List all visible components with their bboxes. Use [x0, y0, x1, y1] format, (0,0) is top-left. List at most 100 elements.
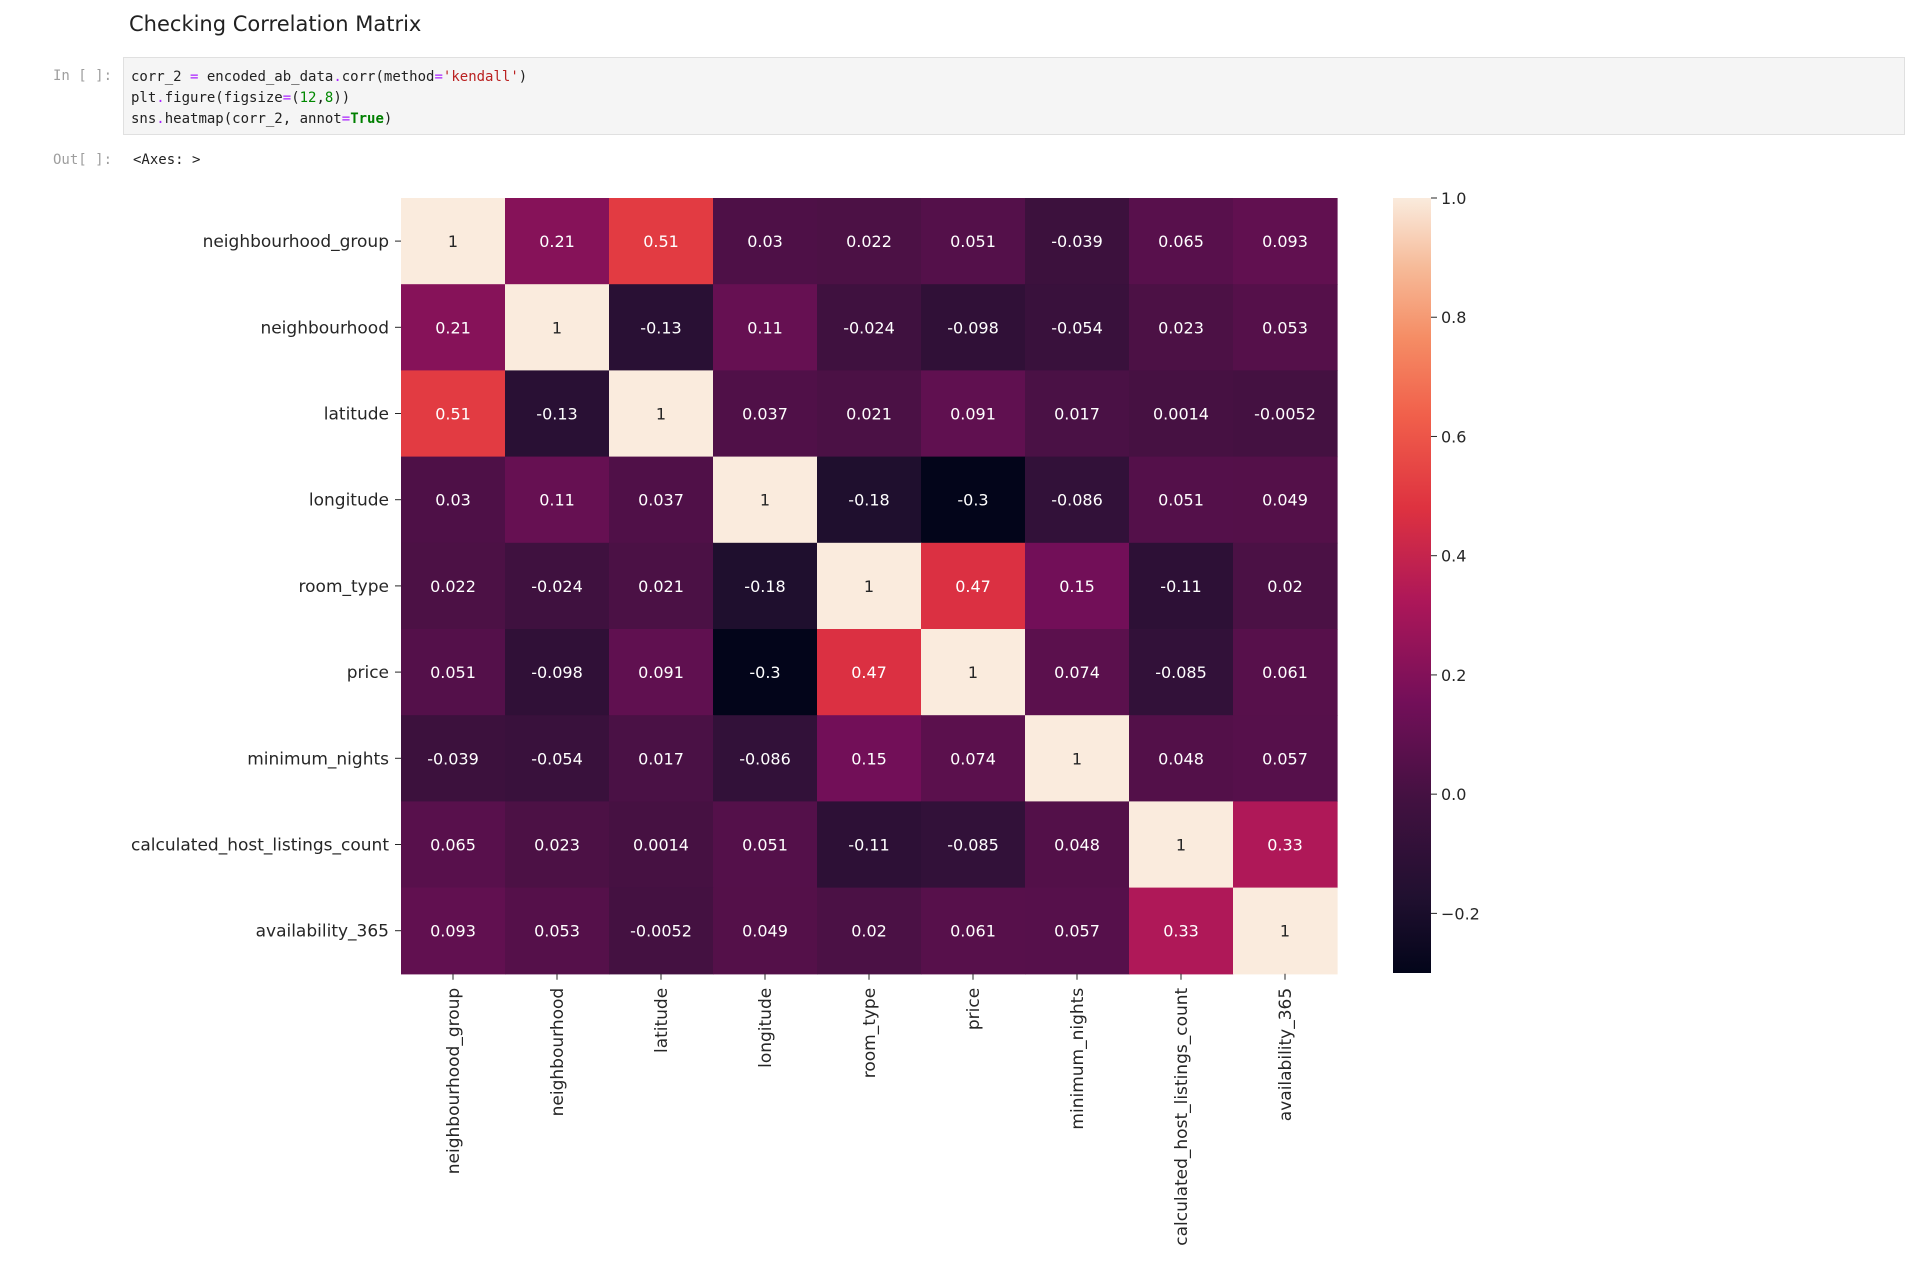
output-prompt: Out[ ]: [53, 152, 113, 168]
heatmap-cell [401, 198, 506, 285]
y-tick-label: availability_365 [256, 922, 389, 942]
heatmap-cell [505, 370, 610, 458]
cell-annotation: 0.065 [430, 836, 476, 855]
heatmap-cell [1025, 198, 1130, 285]
cell-annotation: 0.023 [534, 836, 580, 855]
cell-annotation: -0.085 [1155, 663, 1207, 682]
colorbar-tick-label: 1.0 [1441, 189, 1466, 208]
heatmap-cell [609, 629, 714, 716]
heatmap-cell [401, 284, 506, 371]
cell-annotation: -0.13 [536, 405, 577, 424]
heatmap-cell [817, 715, 922, 802]
cell-annotation: -0.086 [1051, 491, 1103, 510]
y-tick-label: latitude [324, 405, 389, 425]
colorbar-tick-label: 0.6 [1441, 427, 1466, 446]
heatmap-cell [921, 887, 1026, 975]
cell-annotation: 0.03 [435, 491, 471, 510]
cell-annotation: 0.33 [1267, 836, 1303, 855]
y-tick-label: longitude [309, 491, 389, 511]
heatmap-cell [817, 456, 922, 544]
heatmap-cell [1233, 542, 1338, 630]
y-tick-label: price [347, 663, 389, 683]
y-tick-label: minimum_nights [247, 749, 389, 769]
cell-annotation: 1 [968, 663, 978, 682]
cell-annotation: -0.024 [531, 577, 583, 596]
heatmap-cell [817, 284, 922, 371]
y-tick-label: calculated_host_listings_count [131, 836, 389, 856]
cell-annotation: 0.074 [950, 749, 996, 768]
heatmap-cell [1025, 284, 1130, 371]
cell-annotation: 0.049 [1262, 491, 1308, 510]
cell-annotation: 0.051 [742, 836, 788, 855]
cell-annotation: 0.21 [435, 318, 471, 337]
cell-annotation: -0.086 [739, 749, 791, 768]
cell-annotation: 0.021 [638, 577, 684, 596]
cell-annotation: 0.061 [1262, 663, 1308, 682]
x-tick-label: availability_365 [1276, 988, 1296, 1121]
cell-annotation: -0.18 [848, 491, 889, 510]
heatmap-cell [401, 629, 506, 716]
cell-annotation: 0.037 [638, 491, 684, 510]
heatmap-cell [713, 887, 818, 975]
colorbar-tick-label: 0.8 [1441, 308, 1466, 327]
heatmap-cell [1025, 887, 1130, 975]
heatmap-cell [1233, 629, 1338, 716]
cell-annotation: 0.022 [846, 232, 892, 251]
heatmap-cell [401, 887, 506, 975]
heatmap-cell [817, 887, 922, 975]
colorbar-tick-label: 0.2 [1441, 666, 1466, 685]
cell-annotation: -0.3 [749, 663, 780, 682]
heatmap-cell [401, 715, 506, 802]
cell-annotation: 0.47 [851, 663, 887, 682]
cell-annotation: 0.053 [1262, 318, 1308, 337]
heatmap-cell [713, 715, 818, 802]
cell-annotation: 1 [864, 577, 874, 596]
heatmap-cell [401, 370, 506, 458]
x-tick-label: neighbourhood [548, 988, 568, 1117]
y-tick-label: room_type [299, 577, 389, 597]
heatmap-cell [713, 284, 818, 371]
cell-annotation: 0.057 [1262, 749, 1308, 768]
heatmap-cell [1025, 542, 1130, 630]
heatmap-cell [921, 629, 1026, 716]
cell-annotation: -0.11 [848, 836, 889, 855]
cell-annotation: 0.037 [742, 405, 788, 424]
cell-annotation: -0.024 [843, 318, 895, 337]
cell-annotation: 1 [1072, 749, 1082, 768]
cell-annotation: 0.017 [638, 749, 684, 768]
heatmap-cell [505, 801, 610, 889]
cell-annotation: 0.022 [430, 577, 476, 596]
cell-annotation: -0.3 [957, 491, 988, 510]
heatmap-cell [609, 370, 714, 458]
heatmap-cell [1025, 629, 1130, 716]
heatmap-cell [1233, 456, 1338, 544]
x-tick-label: minimum_nights [1068, 988, 1088, 1130]
heatmap-cell [1025, 370, 1130, 458]
heatmap-cell [1233, 887, 1338, 975]
heatmap-cell [1129, 198, 1234, 285]
x-tick-label: room_type [860, 988, 880, 1078]
heatmap-cell [609, 542, 714, 630]
cell-annotation: -0.098 [947, 318, 999, 337]
cell-annotation: 0.51 [643, 232, 679, 251]
code-cell[interactable]: corr_2 = encoded_ab_data.corr(method='ke… [123, 57, 1905, 135]
heatmap-cell [505, 284, 610, 371]
heatmap-cell [817, 198, 922, 285]
colorbar-tick-label: 0.0 [1441, 785, 1466, 804]
cell-annotation: -0.039 [427, 749, 479, 768]
heatmap-cell [609, 801, 714, 889]
heatmap-cell [1129, 629, 1234, 716]
cell-annotation: 1 [448, 232, 458, 251]
heatmap-cell [1129, 801, 1234, 889]
heatmap-cell [1129, 370, 1234, 458]
heatmap-cell [1233, 715, 1338, 802]
cell-annotation: 0.023 [1158, 318, 1204, 337]
cell-annotation: 0.47 [955, 577, 991, 596]
cell-annotation: -0.039 [1051, 232, 1103, 251]
markdown-heading: Checking Correlation Matrix [129, 12, 422, 36]
code-line-1: corr_2 = encoded_ab_data.corr(method='ke… [131, 69, 528, 85]
heatmap-cell [817, 629, 922, 716]
cell-annotation: 0.057 [1054, 922, 1100, 941]
x-tick-label: neighbourhood_group [444, 988, 464, 1174]
